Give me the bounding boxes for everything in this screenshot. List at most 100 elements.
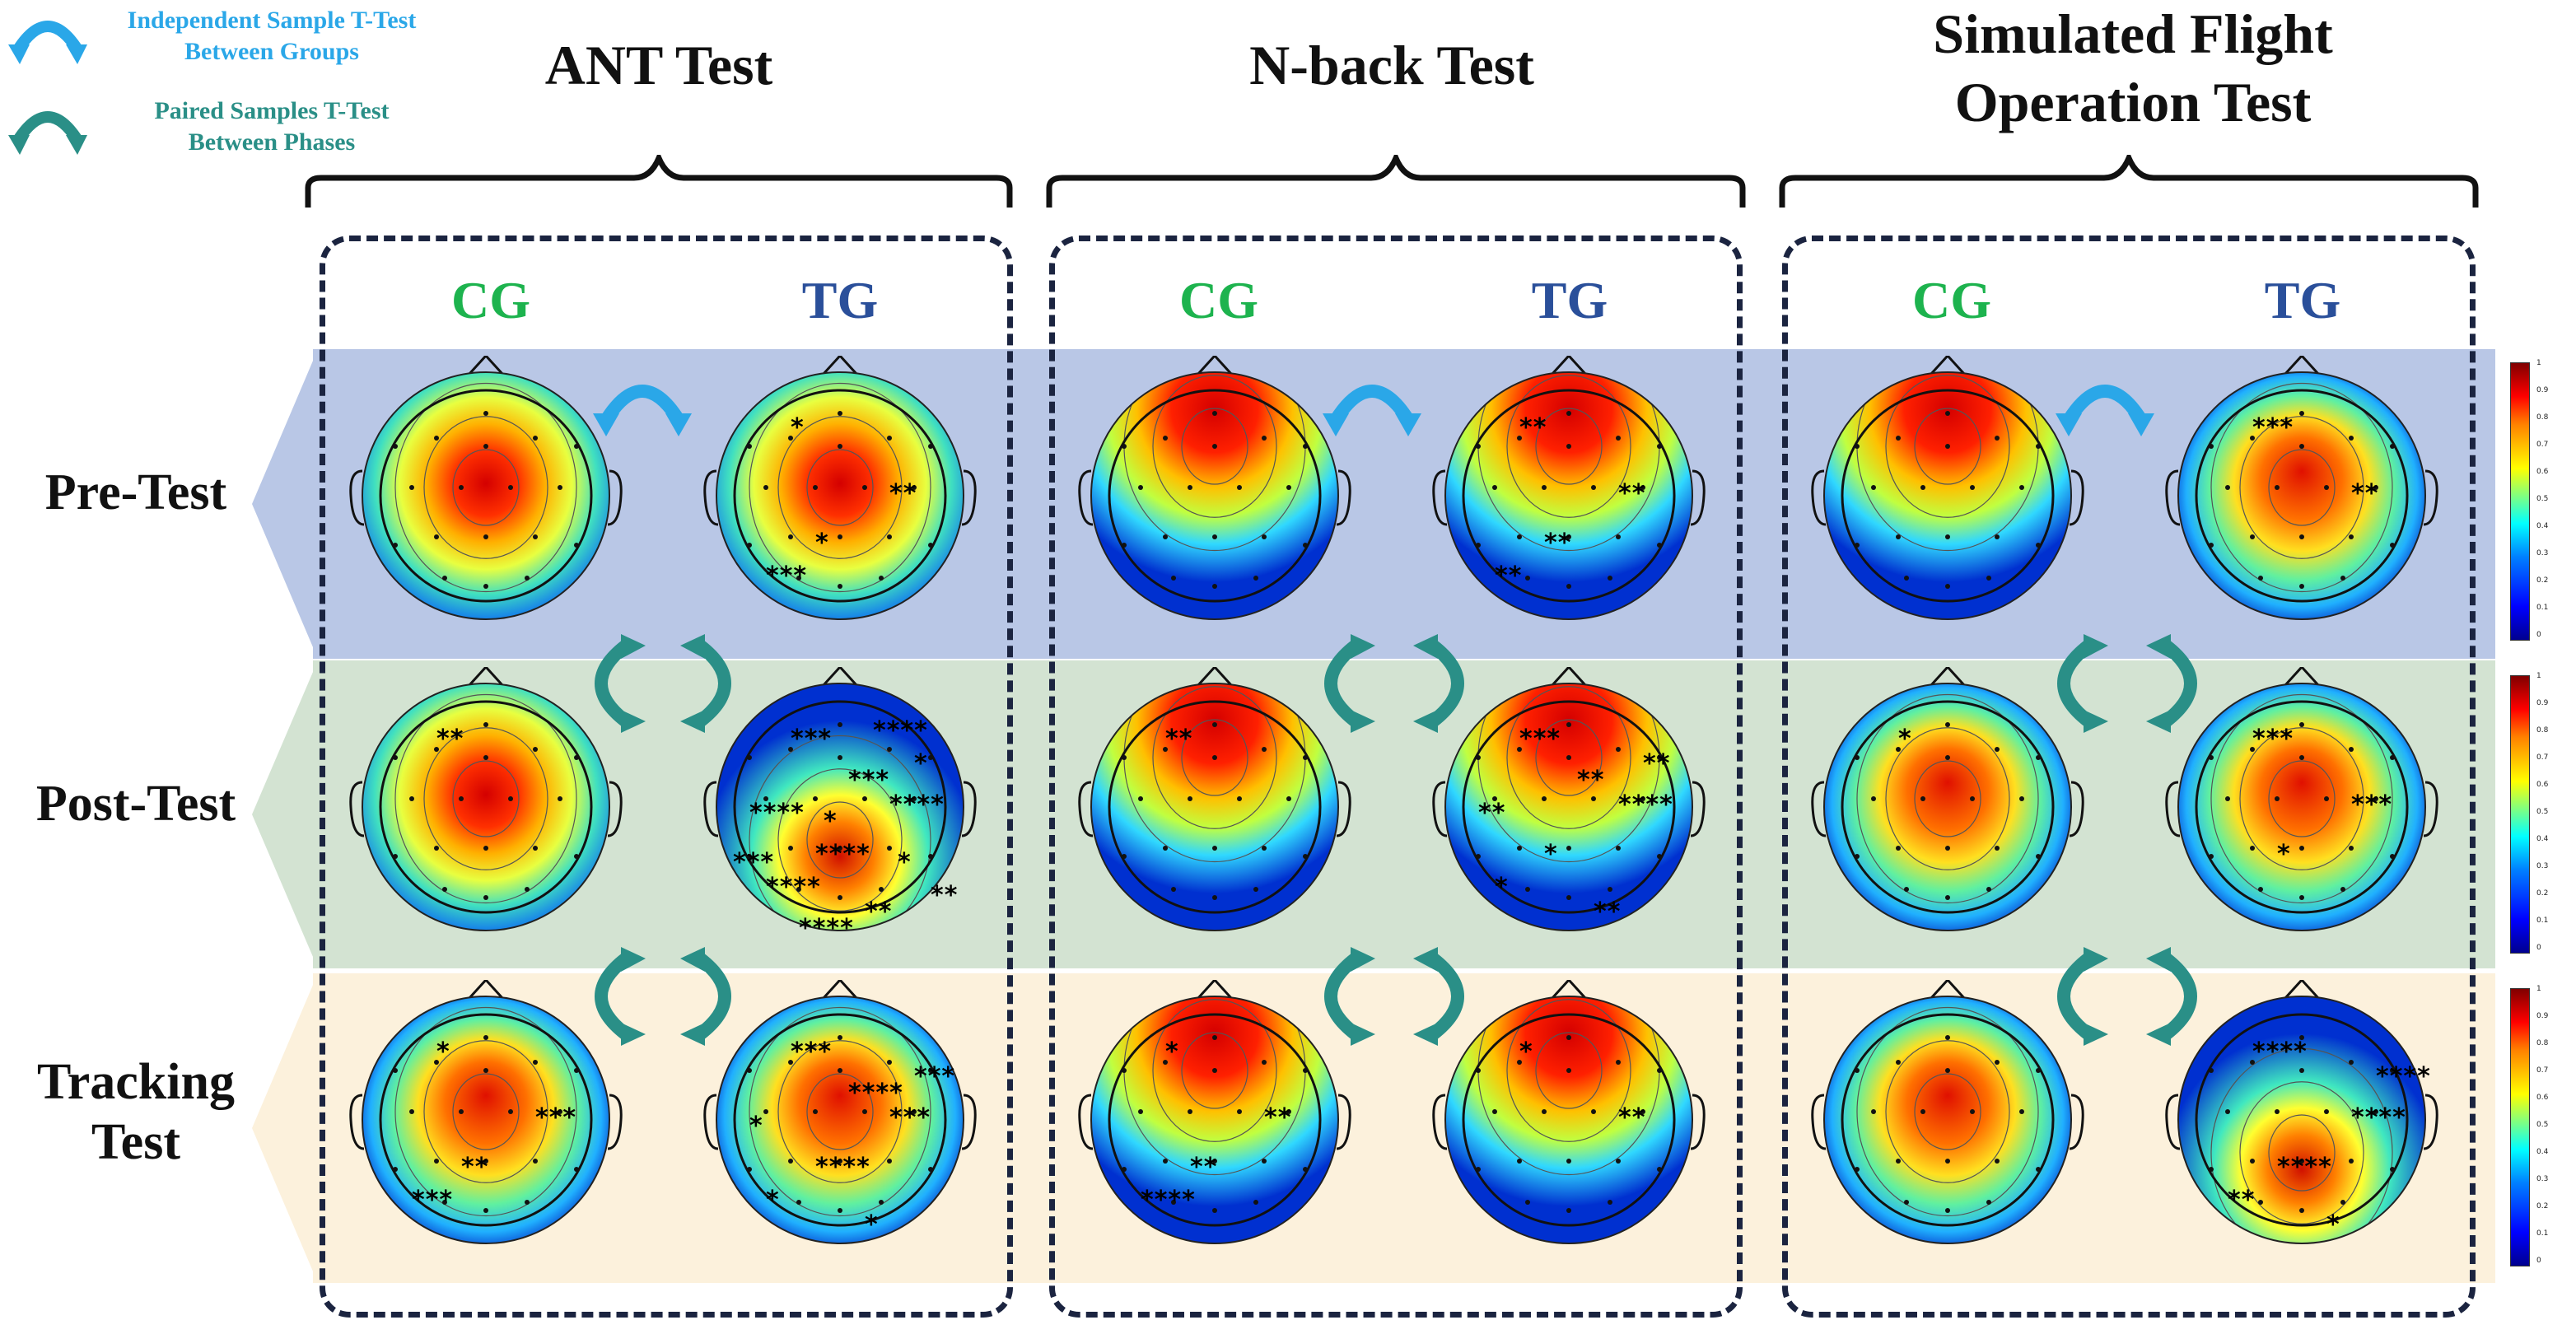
- electrode-dot: [1303, 444, 1308, 449]
- nose-outline: [468, 665, 504, 687]
- arrow-between-groups-flight: [2056, 385, 2154, 436]
- electrode-dot: [2258, 887, 2263, 892]
- electrode-dot: [434, 534, 439, 539]
- electrode-dot: [1171, 887, 1176, 892]
- electrode-dot: [2036, 755, 2041, 760]
- scalp-map: [362, 372, 609, 619]
- arrow-between-phases-tg-ant-0: [680, 634, 731, 733]
- colorbar-tick-label: 0.4: [2536, 522, 2549, 530]
- significance-marker: **: [1478, 799, 1506, 828]
- contour-line: [1885, 375, 2010, 518]
- electrode-dot: [574, 1167, 579, 1172]
- electrode-dot: [1517, 1060, 1522, 1065]
- group-label-cg-nback: CG: [1179, 271, 1258, 329]
- contour-line: [1152, 686, 1277, 829]
- colorbar-tick-label: 0.7: [2536, 441, 2549, 449]
- electrode-dot: [1566, 444, 1571, 449]
- electrode-dot: [1476, 543, 1481, 548]
- electrode-dot: [1253, 576, 1258, 581]
- colorbar-tick-label: 0.8: [2536, 1039, 2549, 1047]
- electrode-dot: [1476, 1167, 1481, 1172]
- scalp-map: [1824, 996, 2071, 1243]
- electrode-dot: [409, 796, 414, 801]
- scalp-map: [2178, 372, 2425, 619]
- contour-line: [423, 416, 548, 559]
- arrow-between-phases-cg-flight-1: [2057, 947, 2108, 1046]
- electrode-dot: [2225, 796, 2230, 801]
- colorbar-tick-label: 0.3: [2536, 862, 2549, 870]
- significance-marker: *: [791, 413, 805, 442]
- ear-outline: [1811, 781, 2084, 837]
- contour-line: [2239, 727, 2364, 870]
- electrode-dot: [533, 436, 538, 441]
- scalp-map: [2178, 996, 2425, 1243]
- electrode-dot: [442, 576, 447, 581]
- electrode-dot: [1212, 411, 1217, 416]
- electrode-dot: [2373, 796, 2378, 801]
- significance-marker: **: [931, 881, 959, 910]
- electrode-dot: [483, 895, 488, 900]
- electrode-dot: [533, 1060, 538, 1065]
- ear-outline: [349, 469, 623, 526]
- significance-marker: *: [914, 749, 928, 778]
- topomap-ant-post-tg: *** **** **** **** ** * **** *** * **** ** *** * ****: [700, 665, 980, 947]
- electrode-dot: [2324, 796, 2329, 801]
- electrode-dot: [788, 1159, 793, 1164]
- significance-marker: **: [2228, 1186, 2256, 1215]
- electrode-dot: [1188, 796, 1192, 801]
- electrode-dot: [1896, 1159, 1901, 1164]
- ear-outline: [1432, 781, 1706, 837]
- electrode-dot: [1286, 796, 1291, 801]
- electrode-dot: [2250, 1060, 2255, 1065]
- electrode-dot: [1303, 854, 1308, 859]
- map-border: [1823, 371, 2072, 620]
- electrode-dot: [1591, 485, 1596, 490]
- contour-line: [2210, 693, 2393, 904]
- significance-marker: *: [1165, 1038, 1179, 1066]
- electrode-dot: [747, 444, 752, 449]
- electrode-dot: [2299, 584, 2304, 589]
- electrode-dot: [483, 584, 488, 589]
- test-title-flight: Simulated Flight Operation Test: [1933, 2, 2333, 133]
- electrode-dot: [1525, 576, 1530, 581]
- electrode-dot: [1855, 755, 1860, 760]
- colorbar-tick-label: 0.8: [2536, 413, 2549, 422]
- nose-outline: [1551, 977, 1587, 1000]
- ear-outline: [2165, 781, 2438, 837]
- electrode-dot: [483, 755, 488, 760]
- electrode-dot: [747, 1068, 752, 1073]
- group-label-cg-ant: CG: [451, 271, 530, 329]
- topomap-flight-pre-cg: [1808, 353, 2088, 636]
- electrode-dot: [434, 1060, 439, 1065]
- topomap-nback-track-cg: * ** ** ****: [1075, 977, 1355, 1260]
- electrode-dot: [2258, 1200, 2263, 1205]
- significance-marker: *: [2277, 840, 2291, 869]
- electrode-dot: [1542, 1109, 1547, 1114]
- electrode-dot: [2299, 755, 2304, 760]
- electrode-dot: [1303, 1167, 1308, 1172]
- electrode-dot: [2299, 444, 2304, 449]
- significance-marker: ***: [914, 1062, 956, 1091]
- ear-outline: [1811, 1094, 2084, 1150]
- electrode-dot: [2299, 1068, 2304, 1073]
- colorbar-tick-label: 0.5: [2536, 495, 2549, 503]
- electrode-dot: [1995, 436, 2000, 441]
- electrode-dot: [1566, 411, 1571, 416]
- contour-line: [394, 382, 577, 593]
- electrode-dot: [1138, 796, 1143, 801]
- contour-line: [1914, 1073, 1981, 1150]
- topomap-ant-post-cg: **: [346, 665, 626, 947]
- significance-marker: **: [1618, 479, 1646, 508]
- ear-outline: [703, 781, 977, 837]
- nose-outline: [1930, 665, 1966, 687]
- contour-line: [2239, 416, 2364, 559]
- electrode-dot: [1945, 534, 1950, 539]
- electrode-dot: [838, 722, 842, 727]
- electrode-dot: [1122, 1068, 1127, 1073]
- electrode-dot: [2390, 1167, 2395, 1172]
- electrode-dot: [1871, 796, 1876, 801]
- colorbar-tick-label: 0: [2536, 1257, 2541, 1265]
- electrode-dot: [483, 411, 488, 416]
- electrode-dot: [1896, 436, 1901, 441]
- contour-line: [806, 449, 874, 526]
